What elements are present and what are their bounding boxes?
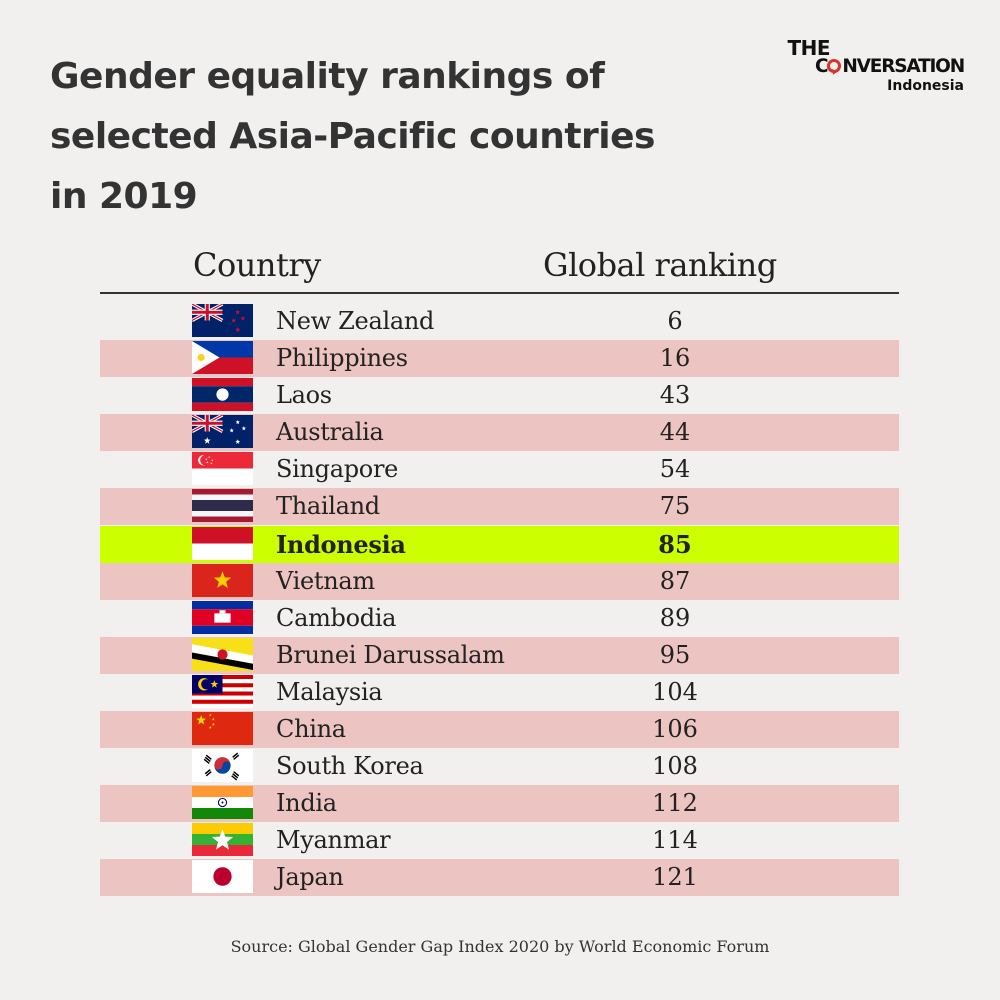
philippines-flag-icon <box>192 341 253 375</box>
table-row: Laos 43 <box>100 377 899 414</box>
china-flag-icon <box>192 712 253 746</box>
indonesia-flag-icon <box>192 526 253 560</box>
country-name: Brunei Darussalam <box>276 640 505 669</box>
table-row: Australia 44 <box>100 414 899 452</box>
global-ranking-value: 112 <box>652 789 698 818</box>
new-zealand-flag-icon <box>192 304 253 337</box>
country-name: Philippines <box>276 344 408 373</box>
global-ranking-value: 87 <box>659 566 691 595</box>
table-row: Singapore 54 <box>100 451 899 488</box>
global-ranking-value: 104 <box>652 677 698 706</box>
country-name: China <box>276 715 346 744</box>
table-row: Philippines 16 <box>100 340 899 378</box>
table-row: Japan 121 <box>100 859 899 897</box>
country-name: Vietnam <box>276 566 375 595</box>
table-row: South Korea 108 <box>100 748 899 785</box>
header-divider <box>100 292 899 294</box>
column-header-country: Country <box>193 246 321 284</box>
laos-flag-icon <box>192 378 253 412</box>
global-ranking-value: 89 <box>659 603 691 632</box>
global-ranking-value: 108 <box>652 752 698 781</box>
country-name: South Korea <box>276 752 424 781</box>
table-row: Thailand 75 <box>100 488 899 526</box>
country-name: Singapore <box>276 455 399 484</box>
thailand-flag-icon <box>192 489 253 523</box>
logo-text-the: THE <box>787 36 830 60</box>
speech-bubble-icon <box>827 59 842 73</box>
country-name: Malaysia <box>276 677 383 706</box>
logo-text-conversation: C NVERSATION <box>815 56 965 77</box>
table-row: China 106 <box>100 711 899 749</box>
malaysia-flag-icon <box>192 674 253 708</box>
country-name: Laos <box>276 381 332 410</box>
global-ranking-value: 75 <box>659 492 691 521</box>
table-row: Brunei Darussalam 95 <box>100 636 899 674</box>
table-row: Malaysia 104 <box>100 674 899 711</box>
global-ranking-value: 114 <box>652 826 698 855</box>
ranking-table: New Zealand 6 Philippines 16 Laos 43 Australi… <box>100 303 899 897</box>
column-header-global-ranking: Global ranking <box>543 246 777 284</box>
myanmar-flag-icon <box>192 823 253 857</box>
brunei-flag-icon <box>192 637 253 671</box>
table-row: Indonesia 85 <box>100 525 899 563</box>
source-note: Source: Global Gender Gap Index 2020 by … <box>230 937 770 956</box>
country-name: Australia <box>276 418 384 447</box>
global-ranking-value: 44 <box>659 418 691 447</box>
table-row: Vietnam 87 <box>100 562 899 600</box>
logo-text-edition: Indonesia <box>887 78 964 94</box>
page-title: Gender equality rankings of selected Asi… <box>50 56 655 217</box>
cambodia-flag-icon <box>192 600 253 634</box>
global-ranking-value: 6 <box>667 307 683 335</box>
vietnam-flag-icon <box>192 563 253 597</box>
global-ranking-value: 95 <box>659 640 691 669</box>
table-row: Cambodia 89 <box>100 600 899 637</box>
singapore-flag-icon <box>192 452 253 486</box>
global-ranking-value: 16 <box>659 344 691 373</box>
global-ranking-value: 106 <box>652 715 698 744</box>
india-flag-icon <box>192 786 253 820</box>
country-name: Japan <box>276 863 344 892</box>
country-name: India <box>276 789 337 818</box>
country-name: New Zealand <box>276 307 435 335</box>
country-name: Myanmar <box>276 826 391 855</box>
south-korea-flag-icon <box>192 749 253 783</box>
table-row: India 112 <box>100 785 899 823</box>
global-ranking-value: 43 <box>659 381 691 410</box>
global-ranking-value: 85 <box>658 529 692 559</box>
table-row: Myanmar 114 <box>100 822 899 859</box>
global-ranking-value: 121 <box>652 863 698 892</box>
country-name: Indonesia <box>276 529 406 559</box>
country-name: Cambodia <box>276 603 397 632</box>
table-row: New Zealand 6 <box>100 303 899 340</box>
australia-flag-icon <box>192 415 253 449</box>
japan-flag-icon <box>192 860 253 894</box>
country-name: Thailand <box>276 492 380 521</box>
global-ranking-value: 54 <box>659 455 691 484</box>
